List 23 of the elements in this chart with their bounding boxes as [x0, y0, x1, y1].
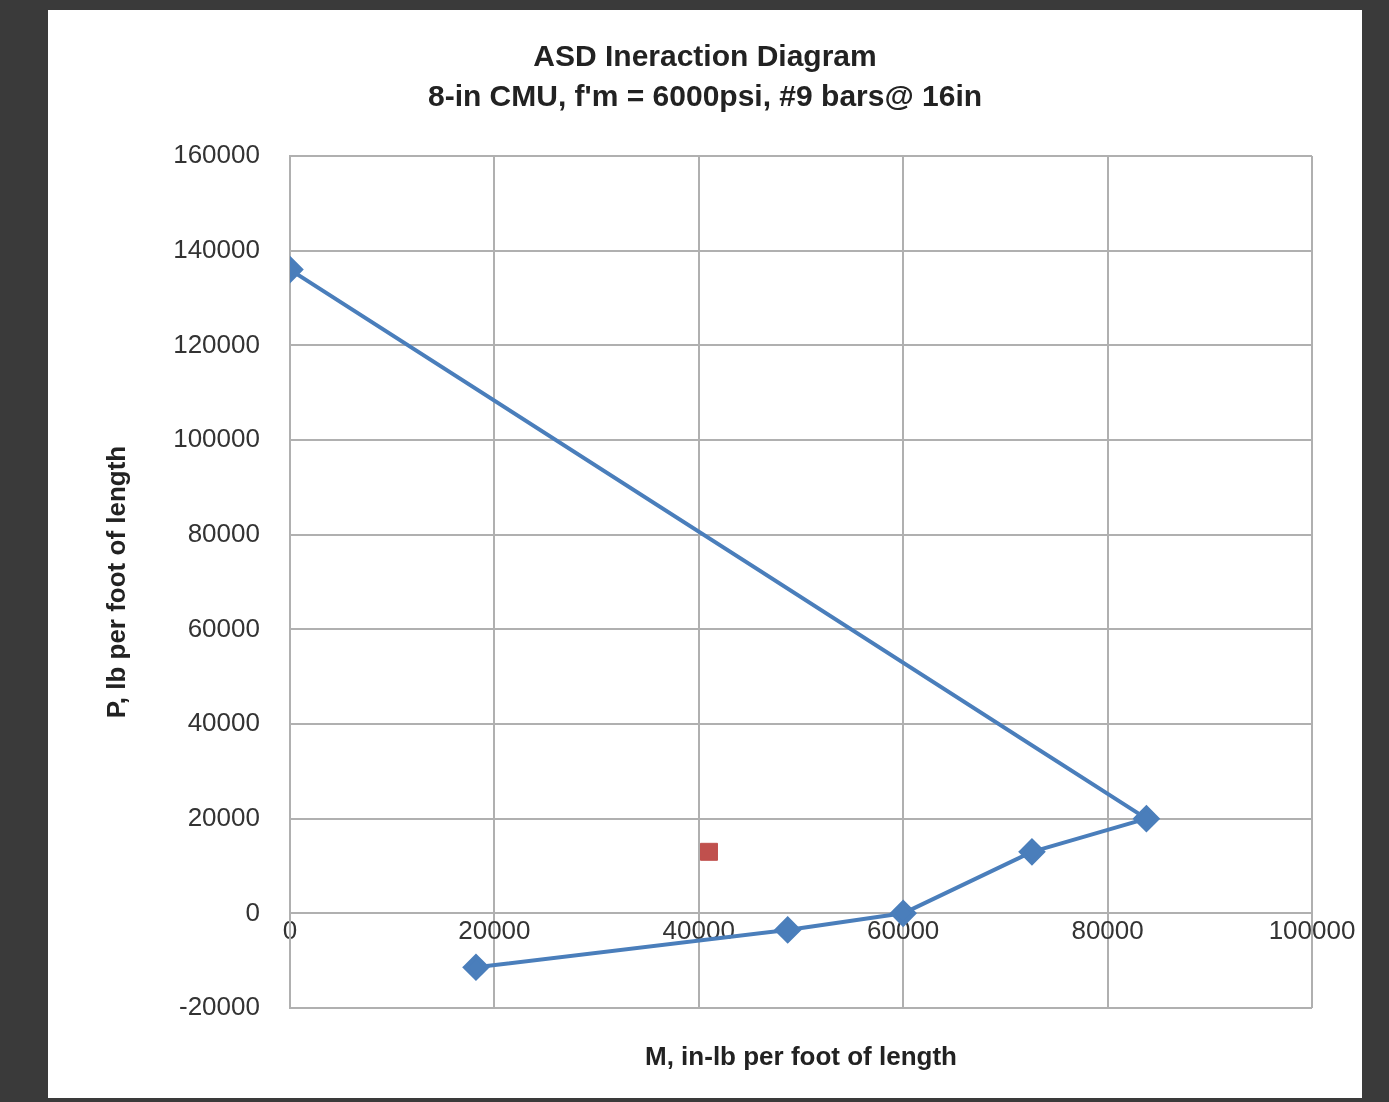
- x-tick-label: 20000: [458, 915, 531, 946]
- point: [1133, 805, 1160, 832]
- y-tick-label: 100000: [173, 423, 260, 454]
- x-axis-title: M, in-lb per foot of length: [645, 1041, 957, 1072]
- y-tick-label: 120000: [173, 328, 260, 359]
- y-tick-label: 60000: [187, 612, 260, 643]
- x-tick-label: 80000: [1071, 915, 1144, 946]
- y-tick-label: 160000: [173, 139, 260, 170]
- point: [774, 916, 801, 943]
- y-tick-label: 80000: [187, 517, 260, 548]
- x-tick-label: 60000: [867, 915, 940, 946]
- y-tick-label: -20000: [178, 991, 260, 1022]
- chart-title: ASD Ineraction Diagram: [533, 39, 877, 73]
- y-tick-label: 20000: [187, 801, 260, 832]
- point: [700, 842, 718, 861]
- point: [1018, 838, 1045, 865]
- x-tick-label: 100000: [1268, 915, 1356, 946]
- y-tick-label: 0: [245, 896, 260, 927]
- y-tick-label: 40000: [187, 707, 260, 738]
- point: [462, 954, 489, 981]
- y-tick-label: 140000: [173, 233, 260, 264]
- chart-subtitle: 8-in CMU, f'm = 6000psi, #9 bars@ 16in: [427, 79, 983, 113]
- y-axis-title: P, lb per foot of length: [100, 445, 131, 719]
